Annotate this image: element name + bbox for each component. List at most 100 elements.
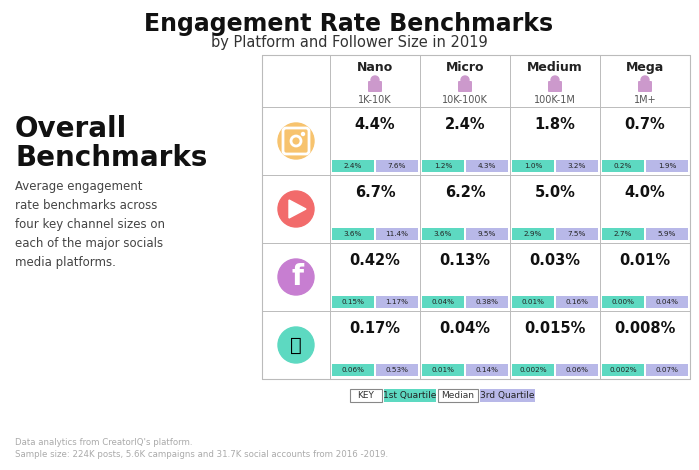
Text: 11.4%: 11.4% [386,231,408,237]
Text: 7.6%: 7.6% [388,163,406,169]
FancyBboxPatch shape [548,81,562,92]
FancyBboxPatch shape [376,160,418,172]
Text: 2.4%: 2.4% [445,117,485,132]
Text: 10K-100K: 10K-100K [442,95,488,105]
FancyBboxPatch shape [376,228,418,240]
FancyBboxPatch shape [512,296,554,308]
FancyBboxPatch shape [638,81,652,92]
Text: 0.04%: 0.04% [656,299,679,305]
FancyBboxPatch shape [480,389,535,402]
Text: by Platform and Follower Size in 2019: by Platform and Follower Size in 2019 [210,35,487,50]
FancyBboxPatch shape [556,228,598,240]
Text: Engagement Rate Benchmarks: Engagement Rate Benchmarks [145,12,554,36]
Text: ♥: ♥ [294,343,298,347]
Text: 3rd Quartile: 3rd Quartile [480,391,535,400]
Text: 1.9%: 1.9% [658,163,676,169]
FancyBboxPatch shape [646,296,688,308]
Text: 3.6%: 3.6% [434,231,452,237]
Text: 0.04%: 0.04% [440,321,491,336]
FancyBboxPatch shape [376,364,418,376]
Circle shape [461,76,469,84]
Text: 0.00%: 0.00% [612,299,635,305]
Text: 0.002%: 0.002% [610,367,637,373]
Text: 0.53%: 0.53% [386,367,408,373]
Text: 0.06%: 0.06% [565,367,589,373]
Text: Micro: Micro [446,61,484,74]
Text: 2.4%: 2.4% [344,163,362,169]
FancyBboxPatch shape [422,228,464,240]
Text: 0.2%: 0.2% [614,163,632,169]
FancyBboxPatch shape [422,160,464,172]
Text: Sample size: 224K posts, 5.6K campaigns and 31.7K social accounts from 2016 -201: Sample size: 224K posts, 5.6K campaigns … [15,450,388,459]
Text: 1.17%: 1.17% [386,299,408,305]
FancyBboxPatch shape [332,160,374,172]
Text: 0.42%: 0.42% [350,253,401,268]
Text: 6.2%: 6.2% [445,185,485,200]
Text: 0.14%: 0.14% [475,367,498,373]
Text: 0.01%: 0.01% [431,367,454,373]
Text: 1.0%: 1.0% [524,163,542,169]
FancyBboxPatch shape [332,228,374,240]
FancyBboxPatch shape [646,364,688,376]
FancyBboxPatch shape [422,296,464,308]
FancyBboxPatch shape [556,364,598,376]
Text: 2.7%: 2.7% [614,231,632,237]
Text: Nano: Nano [357,61,393,74]
Text: 0.07%: 0.07% [656,367,679,373]
Text: 0.04%: 0.04% [431,299,454,305]
Text: 5.9%: 5.9% [658,231,676,237]
Text: 0.7%: 0.7% [625,117,665,132]
Text: 0.38%: 0.38% [475,299,498,305]
Text: f: f [292,263,304,291]
Circle shape [278,259,314,295]
Text: 0.13%: 0.13% [440,253,491,268]
FancyBboxPatch shape [512,364,554,376]
FancyBboxPatch shape [512,228,554,240]
FancyBboxPatch shape [368,81,382,92]
Text: 3.2%: 3.2% [568,163,586,169]
FancyBboxPatch shape [350,389,382,402]
Text: 4.0%: 4.0% [625,185,665,200]
Text: Overall
Benchmarks: Overall Benchmarks [15,115,208,172]
Circle shape [278,327,314,363]
Text: 0.17%: 0.17% [350,321,401,336]
Text: Mega: Mega [626,61,664,74]
Text: 4.3%: 4.3% [478,163,496,169]
Circle shape [301,133,305,135]
Text: 1.8%: 1.8% [535,117,575,132]
Circle shape [641,76,649,84]
Text: 0.03%: 0.03% [530,253,580,268]
FancyBboxPatch shape [602,228,644,240]
Text: 0.01%: 0.01% [521,299,545,305]
Text: 4.4%: 4.4% [354,117,396,132]
Text: 0.15%: 0.15% [342,299,364,305]
Text: 1.2%: 1.2% [434,163,452,169]
FancyBboxPatch shape [646,228,688,240]
Text: 3.6%: 3.6% [344,231,362,237]
FancyBboxPatch shape [646,160,688,172]
Text: Average engagement
rate benchmarks across
four key channel sizes on
each of the : Average engagement rate benchmarks acros… [15,180,165,269]
Text: Median: Median [442,391,475,400]
Text: 1K-10K: 1K-10K [358,95,392,105]
Circle shape [278,191,314,227]
Text: 0.01%: 0.01% [619,253,670,268]
Text: 0.008%: 0.008% [614,321,676,336]
FancyBboxPatch shape [262,55,690,379]
Polygon shape [289,200,306,218]
Text: 6.7%: 6.7% [354,185,396,200]
FancyBboxPatch shape [376,296,418,308]
Text: 0.002%: 0.002% [519,367,547,373]
FancyBboxPatch shape [602,364,644,376]
Text: Medium: Medium [527,61,583,74]
Circle shape [551,76,559,84]
FancyBboxPatch shape [332,364,374,376]
FancyBboxPatch shape [556,296,598,308]
FancyBboxPatch shape [556,160,598,172]
Text: 0.16%: 0.16% [565,299,589,305]
FancyBboxPatch shape [602,160,644,172]
Text: 2.9%: 2.9% [524,231,542,237]
FancyBboxPatch shape [332,296,374,308]
FancyBboxPatch shape [458,81,472,92]
FancyBboxPatch shape [466,228,508,240]
Text: 1M+: 1M+ [634,95,656,105]
